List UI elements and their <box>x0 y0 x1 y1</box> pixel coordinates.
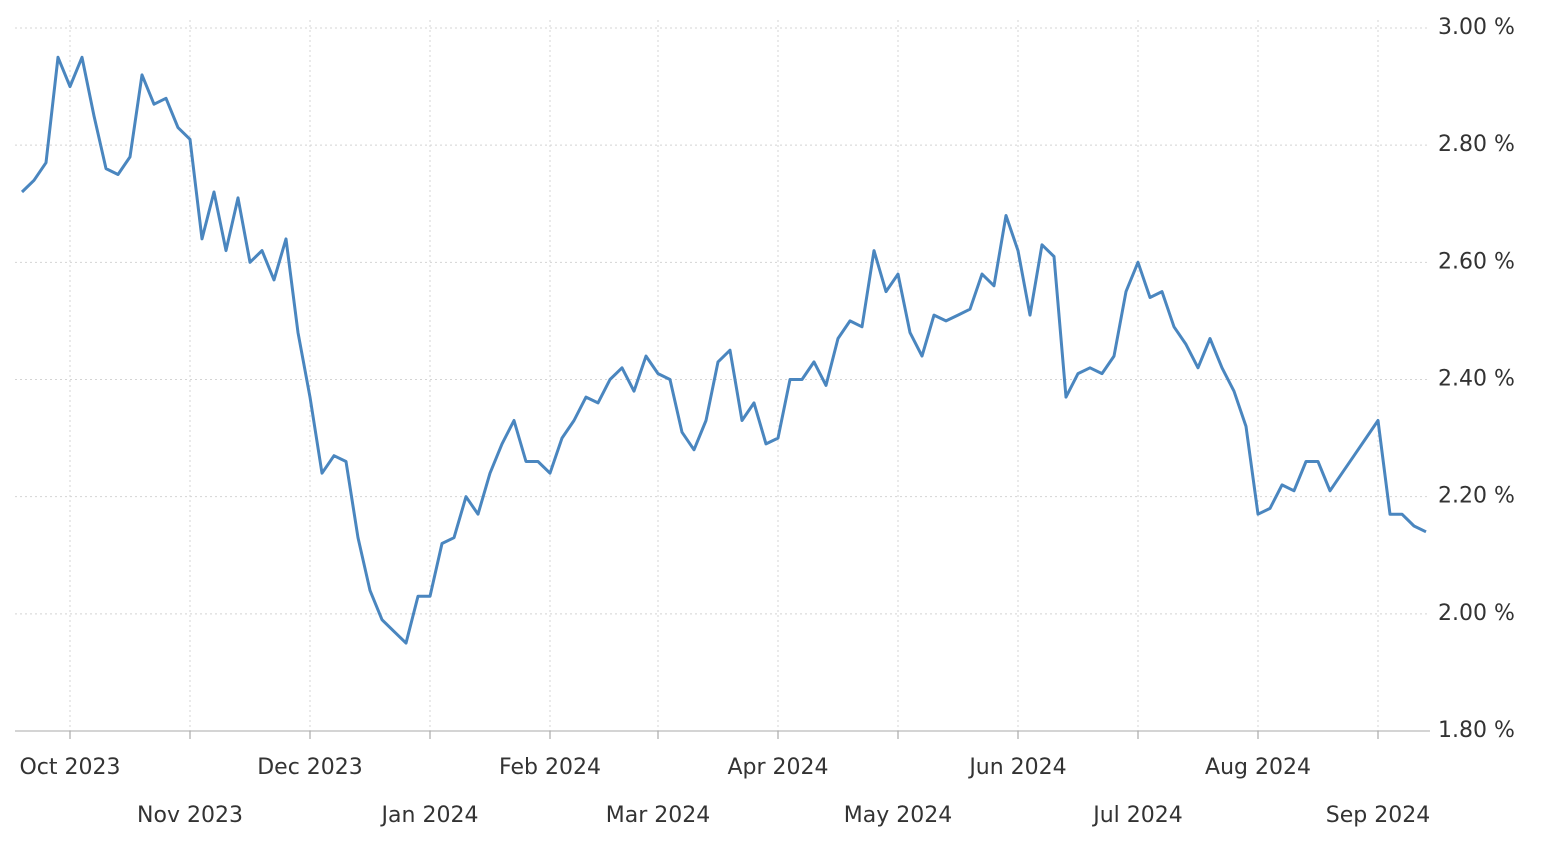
y-tick-label: 2.60 % <box>1438 249 1515 274</box>
x-tick-label: Jun 2024 <box>967 755 1066 780</box>
y-tick-label: 3.00 % <box>1438 15 1515 40</box>
x-tick-label: Apr 2024 <box>727 755 828 780</box>
y-tick-label: 1.80 % <box>1438 718 1515 743</box>
y-tick-label: 2.20 % <box>1438 484 1515 509</box>
y-tick-label: 2.00 % <box>1438 601 1515 626</box>
x-tick-label: Nov 2023 <box>137 803 243 828</box>
y-tick-label: 2.80 % <box>1438 132 1515 157</box>
x-tick-label: Oct 2023 <box>19 755 120 780</box>
y-tick-label: 2.40 % <box>1438 367 1515 392</box>
x-tick-label: Sep 2024 <box>1326 803 1430 828</box>
x-tick-label: May 2024 <box>844 803 952 828</box>
data-line <box>20 55 1427 645</box>
x-tick-label: Aug 2024 <box>1205 755 1311 780</box>
x-tick-label: Jan 2024 <box>380 803 479 828</box>
x-tick-label: Jul 2024 <box>1091 803 1183 828</box>
x-tick-label: Feb 2024 <box>499 755 601 780</box>
x-tick-label: Mar 2024 <box>606 803 711 828</box>
x-tick-label: Dec 2023 <box>257 755 363 780</box>
